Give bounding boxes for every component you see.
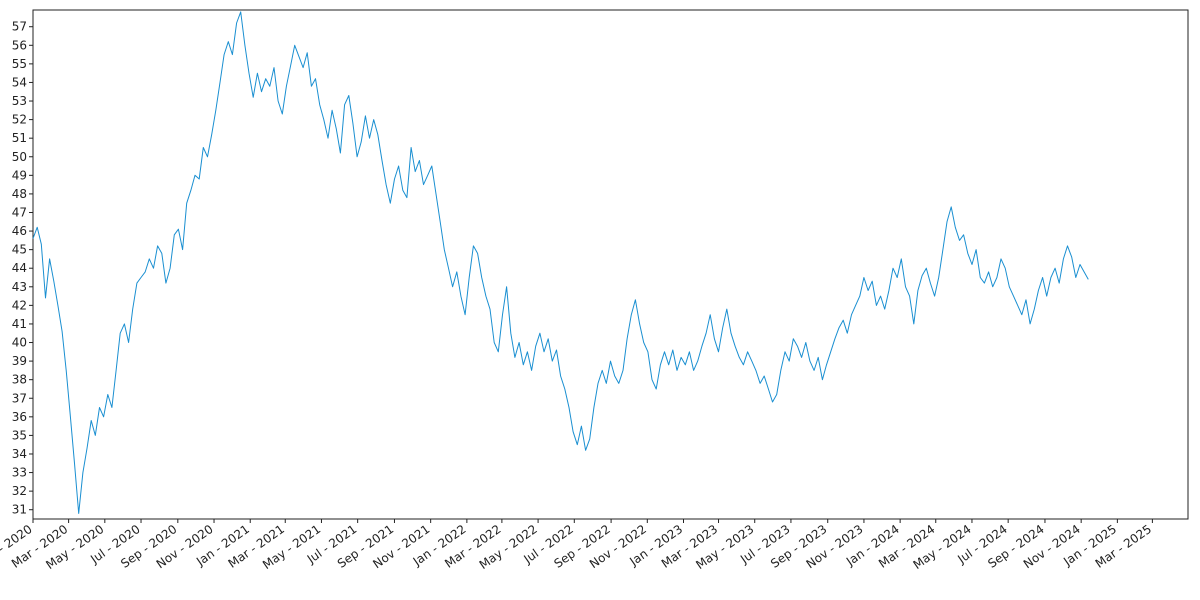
y-tick-label: 54 (12, 75, 27, 89)
y-tick-label: 47 (12, 205, 27, 219)
y-tick-label: 31 (12, 503, 27, 517)
series-line (32, 11, 1089, 514)
y-axis: 31 32 33 34 35 36 37 38 39 40 41 42 43 44 45 46 47 48 49 50… (12, 20, 33, 517)
y-tick-label: 50 (12, 150, 27, 164)
y-tick-label: 57 (12, 20, 27, 34)
y-tick-label: 37 (12, 391, 27, 405)
y-tick-label: 43 (12, 280, 27, 294)
y-tick-label: 39 (12, 354, 27, 368)
y-tick-label: 45 (12, 243, 27, 257)
y-tick-label: 35 (12, 428, 27, 442)
y-tick-label: 36 (12, 410, 27, 424)
y-tick-label: 51 (12, 131, 27, 145)
y-tick-label: 38 (12, 373, 27, 387)
y-tick-label: 41 (12, 317, 27, 331)
y-tick-label: 53 (12, 94, 27, 108)
y-tick-label: 48 (12, 187, 27, 201)
y-tick-label: 55 (12, 57, 27, 71)
y-tick-label: 42 (12, 298, 27, 312)
y-tick-label: 46 (12, 224, 27, 238)
y-tick-label: 34 (12, 447, 27, 461)
y-tick-label: 33 (12, 466, 27, 480)
y-tick-label: 44 (12, 261, 27, 275)
y-tick-label: 49 (12, 168, 27, 182)
y-tick-label: 32 (12, 484, 27, 498)
y-tick-label: 52 (12, 113, 27, 127)
y-tick-label: 56 (12, 38, 27, 52)
y-tick-label: 40 (12, 336, 27, 350)
plot-area (32, 9, 1189, 520)
